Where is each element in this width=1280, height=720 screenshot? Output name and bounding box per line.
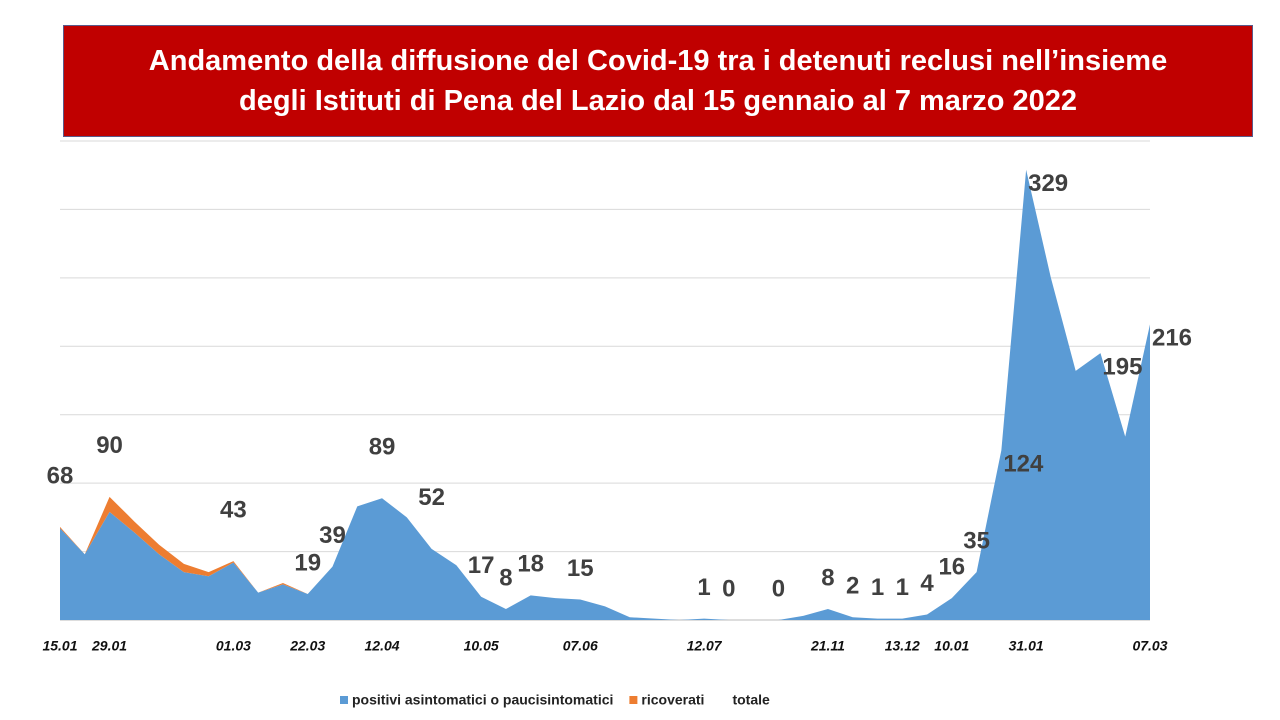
legend-label: ricoverati [641,692,704,708]
data-label: 1 [697,574,710,601]
chart-title: Andamento della diffusione del Covid-19 … [63,25,1253,137]
x-tick-label: 22.03 [289,638,325,654]
x-tick-label: 15.01 [42,638,77,654]
x-tick-label: 31.01 [1009,638,1044,654]
title-line: degli Istituti di Pena del Lazio dal 15 … [238,85,1077,117]
x-tick-label: 21.11 [810,638,845,654]
data-label: 17 [468,552,495,579]
x-tick-label: 07.06 [563,638,598,654]
x-tick-label: 12.07 [687,638,723,654]
x-tick-label: 01.03 [216,638,251,654]
data-label: 19 [294,549,321,576]
data-label: 18 [517,551,544,578]
x-tick-label: 07.03 [1132,638,1167,654]
x-tick-label: 29.01 [91,638,127,654]
data-label: 39 [319,522,346,549]
area [60,169,1150,621]
title-line: Andamento della diffusione del Covid-19 … [148,45,1168,77]
x-tick-label: 13.12 [885,638,920,654]
x-tick-label: 10.05 [464,638,499,654]
data-label: 1 [871,574,884,601]
data-label: 8 [821,564,834,591]
data-label: 329 [1028,170,1068,197]
data-label: 4 [920,570,934,597]
x-tick-label: 10.01 [934,638,969,654]
data-label: 1 [896,574,909,601]
data-label: 124 [1003,451,1044,478]
legend-swatch [340,696,348,704]
data-label: 0 [722,575,735,602]
data-label: 43 [220,496,247,523]
data-label: 52 [418,484,445,511]
data-label: 89 [369,434,396,461]
data-label: 90 [96,432,123,459]
data-label: 195 [1102,353,1142,380]
data-label: 68 [47,462,74,489]
legend-swatch [629,696,638,704]
data-label: 216 [1152,325,1192,352]
data-label: 16 [938,553,965,580]
data-label: 15 [567,555,594,582]
x-tick-label: 12.04 [365,638,400,654]
legend-label: positivi asintomatici o paucisintomatici [352,692,613,708]
data-label: 2 [846,573,859,600]
data-label: 35 [963,527,990,554]
data-label: 0 [772,575,785,602]
data-label: 8 [499,564,512,591]
legend-label: totale [732,692,770,708]
